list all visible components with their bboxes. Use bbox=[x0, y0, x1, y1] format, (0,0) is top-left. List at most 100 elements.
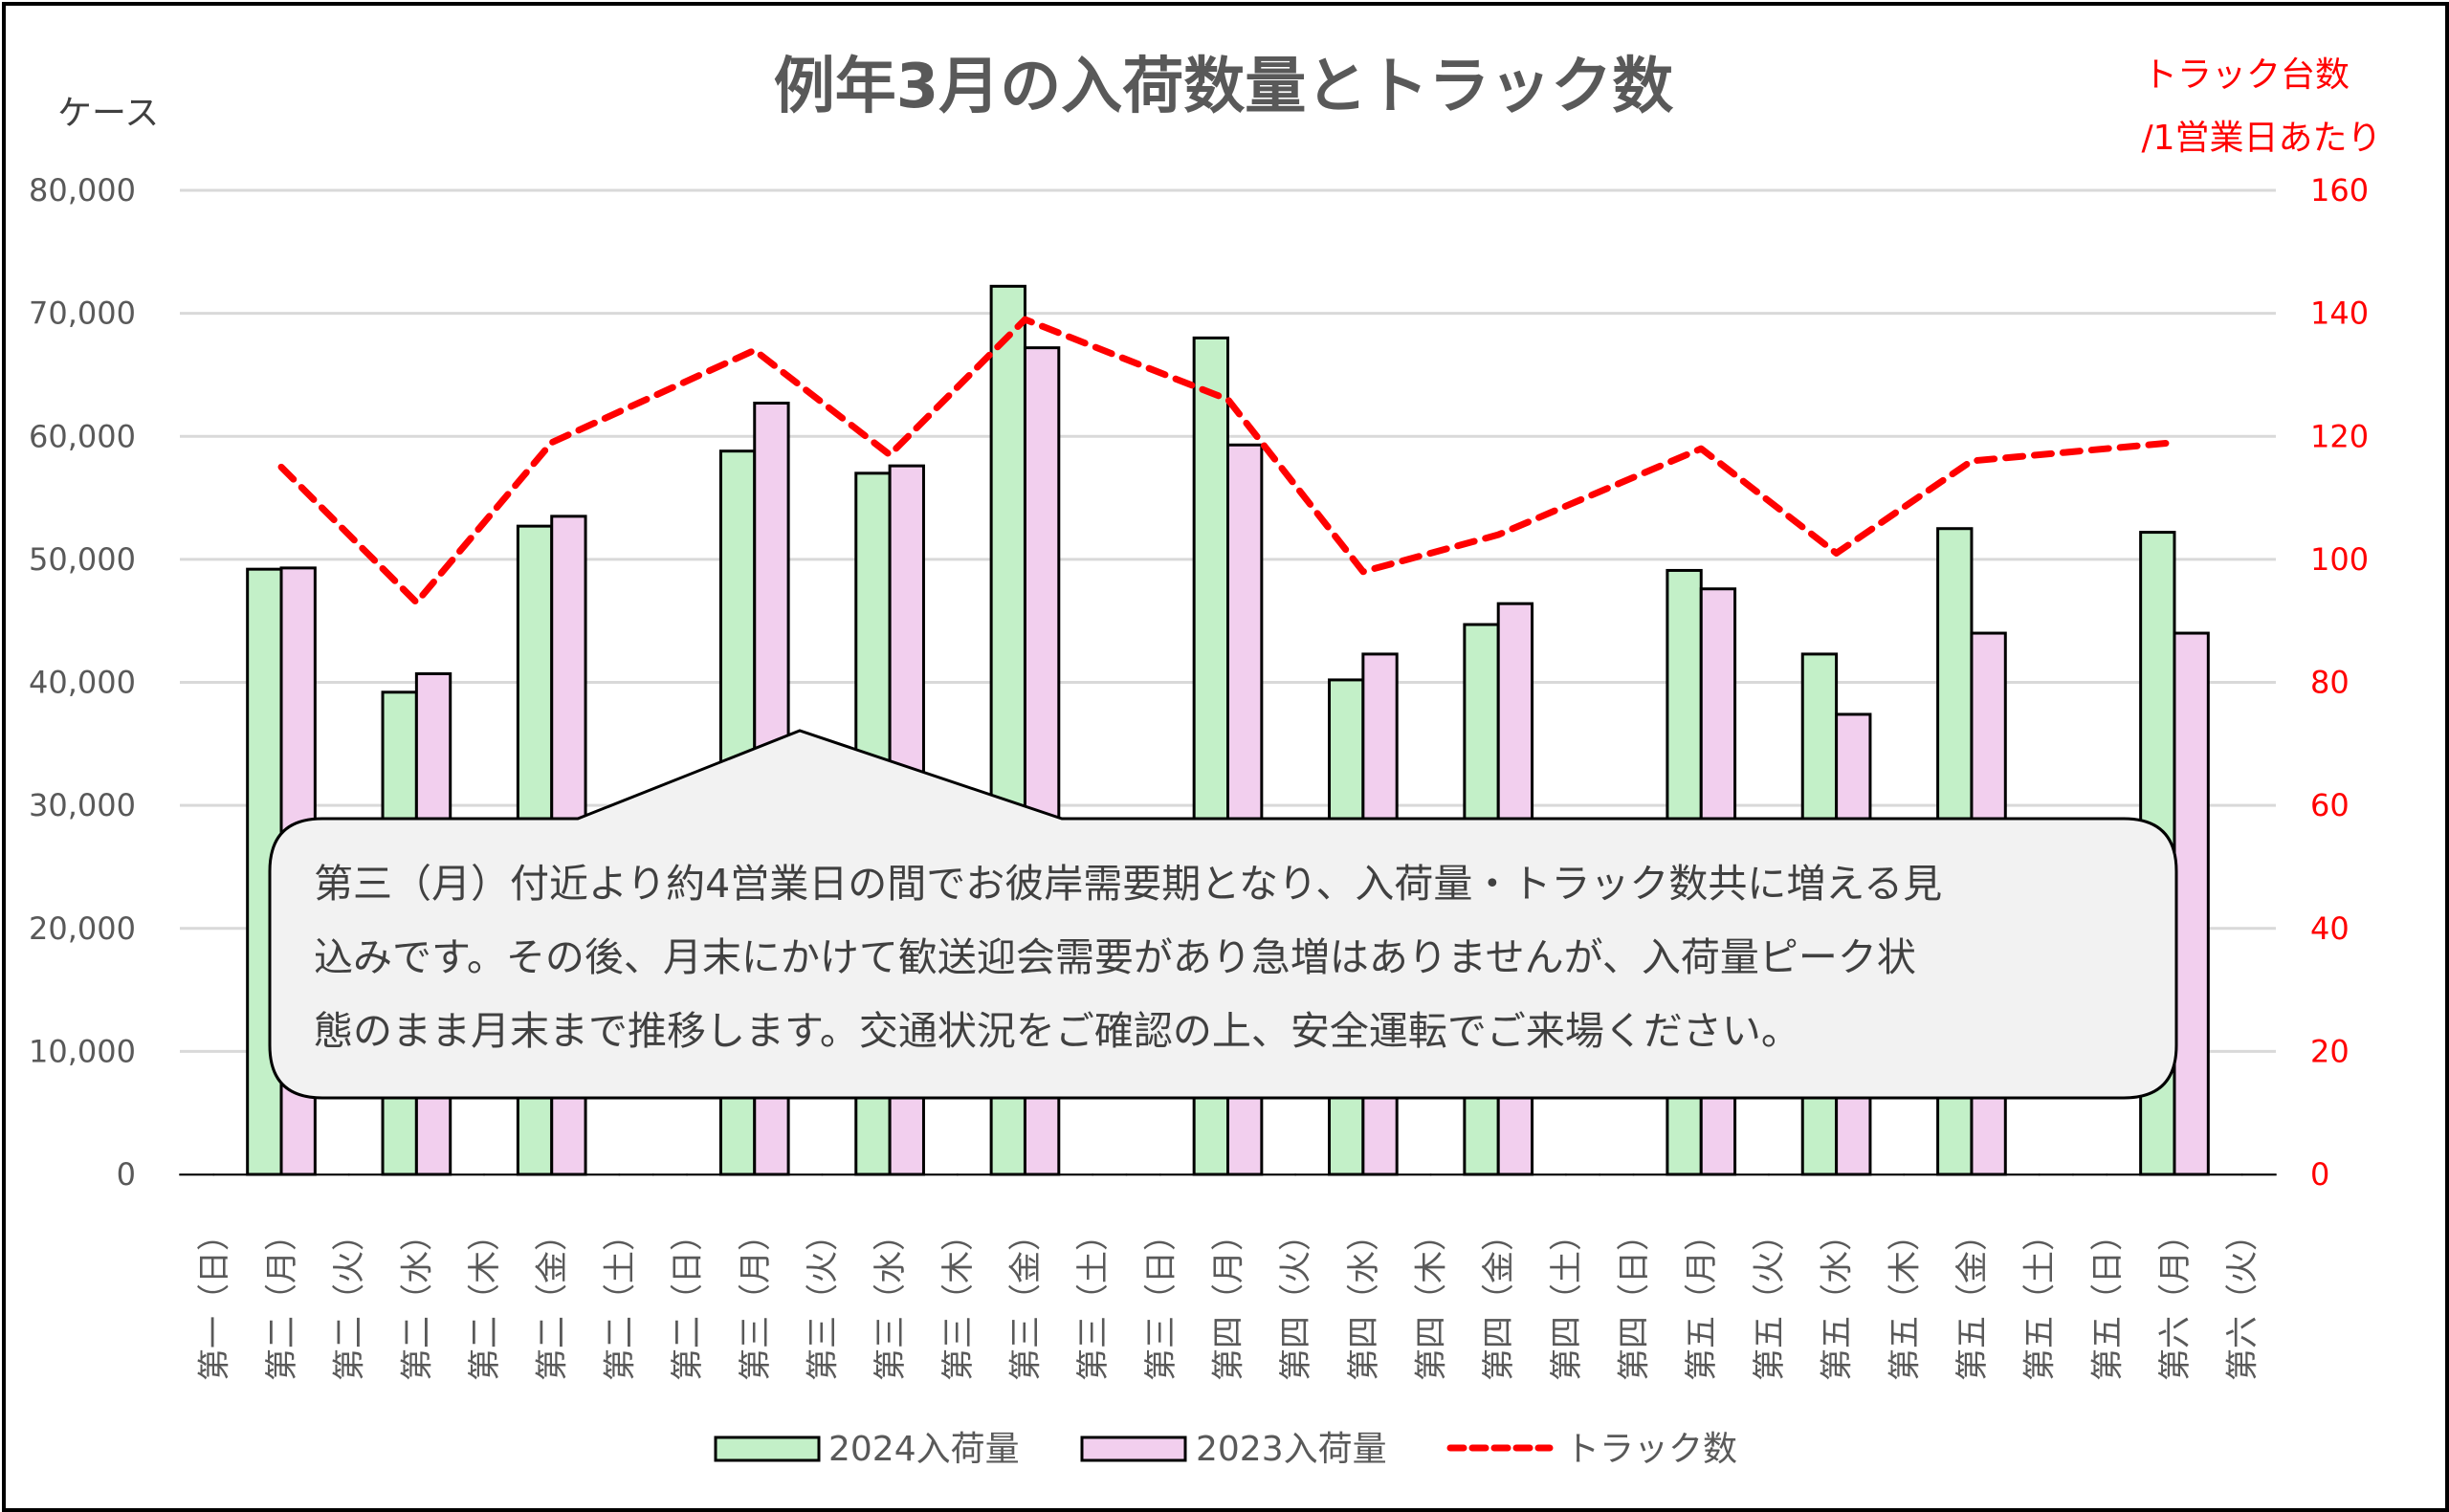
bar-2024 bbox=[2207, 1173, 2243, 1176]
bar-2023 bbox=[1294, 1173, 1331, 1176]
x-tick-label: 第三（日） bbox=[1142, 1218, 1180, 1381]
bar-2024 bbox=[1531, 1173, 1567, 1176]
x-tick-label: 第四（金） bbox=[1480, 1218, 1518, 1381]
bar-2023 bbox=[1159, 1173, 1195, 1176]
bar-2023 bbox=[686, 1173, 722, 1176]
bar-2023 bbox=[618, 1173, 654, 1176]
y2-tick-label: 60 bbox=[2310, 787, 2350, 823]
x-tick-label: 第五（木） bbox=[1886, 1218, 1924, 1381]
bar-2023 bbox=[1903, 1173, 1939, 1176]
bar-2024 bbox=[1869, 1173, 1906, 1176]
bar-2023 bbox=[1632, 1173, 1668, 1176]
legend-label-truck: トラック数 bbox=[1565, 1430, 1737, 1469]
x-tick-label: 第三（木） bbox=[939, 1218, 978, 1381]
y2-tick-label: 100 bbox=[2310, 541, 2369, 578]
annotation-text-line: 態のまま月末まで推移します。交通状況をご確認の上、安全運転でご来場ください。 bbox=[314, 1008, 1800, 1054]
bar-2024 bbox=[1733, 1173, 1770, 1176]
chart-title: 例年3月の入荷数量とトラック数 bbox=[774, 52, 1674, 122]
y-tick-label: 30,000 bbox=[29, 787, 136, 823]
x-tick-label: 第三（水） bbox=[871, 1218, 910, 1381]
y2-tick-label: 80 bbox=[2310, 665, 2350, 701]
x-tick-label: 第三（土） bbox=[1074, 1218, 1113, 1381]
bar-2024 bbox=[449, 1173, 485, 1176]
x-tick-label: 第五（土） bbox=[2021, 1218, 2060, 1381]
bar-2024 bbox=[651, 1173, 688, 1176]
x-tick-label: 第五（水） bbox=[1819, 1218, 1857, 1381]
x-tick-label: 第五（金） bbox=[1953, 1218, 1992, 1381]
x-tick-label: 第三（月） bbox=[737, 1218, 775, 1381]
annotation-callout bbox=[268, 729, 2178, 1100]
x-tick-label: 第二（月） bbox=[263, 1218, 301, 1381]
y2-tick-label: 40 bbox=[2310, 910, 2350, 947]
bar-2023 bbox=[1565, 1173, 1600, 1176]
y-tick-label: 20,000 bbox=[29, 910, 136, 947]
annotation-text-line: 第三（月）付近より約4営業日の間でお彼岸需要期となり、入荷量・トラック数共に増え… bbox=[314, 861, 1942, 907]
legend-label-2023: 2023入荷量 bbox=[1196, 1430, 1387, 1469]
legend-label-2024: 2024入荷量 bbox=[828, 1430, 1020, 1469]
y2-tick-label: 140 bbox=[2310, 296, 2369, 332]
x-tick-label: 第四（水） bbox=[1345, 1218, 1383, 1381]
y2-tick-label: 0 bbox=[2310, 1156, 2329, 1193]
bar-2024 bbox=[1599, 1173, 1635, 1176]
x-tick-label: 第三（火） bbox=[804, 1218, 842, 1381]
legend-swatch-2023 bbox=[1080, 1435, 1187, 1462]
x-tick-label: 第六（月） bbox=[2156, 1218, 2195, 1381]
x-tick-label: 第二（土） bbox=[601, 1218, 639, 1381]
x-tick-label: 第五（火） bbox=[1751, 1218, 1789, 1381]
bar-2023 bbox=[347, 1173, 384, 1176]
y2-axis-label-line2: /1営業日あたり bbox=[2141, 119, 2381, 158]
y2-tick-label: 160 bbox=[2310, 172, 2369, 208]
bar-2023 bbox=[212, 1173, 249, 1176]
bar-2024 bbox=[1058, 1173, 1093, 1176]
bar-2023 bbox=[821, 1173, 857, 1176]
x-tick-label: 第五（月） bbox=[1683, 1218, 1721, 1381]
bar-2023 bbox=[483, 1173, 519, 1176]
x-tick-label: 第五（日） bbox=[2088, 1218, 2127, 1381]
bar-2023 bbox=[2106, 1173, 2142, 1176]
x-tick-label: 第四（火） bbox=[1277, 1218, 1315, 1381]
x-tick-label: 第二（水） bbox=[398, 1218, 436, 1381]
bar-2024 bbox=[585, 1173, 621, 1176]
legend-swatch-2024 bbox=[714, 1435, 821, 1462]
bar-2024 bbox=[179, 1173, 215, 1176]
y-tick-label: 50,000 bbox=[29, 541, 136, 578]
y2-tick-label: 120 bbox=[2310, 418, 2369, 454]
y2-tick-label: 20 bbox=[2310, 1033, 2350, 1069]
bar-2023 bbox=[2038, 1173, 2074, 1176]
truck-count-line bbox=[277, 316, 2178, 606]
bar-2023 bbox=[2173, 631, 2210, 1176]
bar-2024 bbox=[1125, 1173, 1161, 1176]
y-tick-label: 0 bbox=[117, 1156, 136, 1193]
bar-2024 bbox=[787, 1173, 824, 1176]
bar-2024 bbox=[1396, 1173, 1432, 1176]
x-tick-label: 第四（木） bbox=[1413, 1218, 1451, 1381]
bar-2023 bbox=[1092, 1173, 1128, 1176]
x-tick-label: 第四（日） bbox=[1616, 1218, 1654, 1381]
y-tick-label: 10,000 bbox=[29, 1033, 136, 1069]
x-tick-label: 第三（金） bbox=[1006, 1218, 1045, 1381]
x-tick-label: 第四（土） bbox=[1548, 1218, 1586, 1381]
y-tick-label: 40,000 bbox=[29, 665, 136, 701]
bar-2024 bbox=[314, 1173, 350, 1176]
y-tick-label: 70,000 bbox=[29, 296, 136, 332]
bar-2024 bbox=[922, 1173, 959, 1176]
annotation-text-line: 込みです。その後、月末にかけて歓送迎会需要があり急増はありませんが、入荷量ピーク… bbox=[314, 934, 1916, 980]
y2-axis-label-line1: トラック台数 bbox=[2143, 55, 2350, 95]
x-tick-label: 第二（火） bbox=[331, 1218, 369, 1381]
bar-2024 bbox=[2004, 1173, 2041, 1176]
x-tick-label: 第四（月） bbox=[1210, 1218, 1248, 1381]
bar-2023 bbox=[957, 1173, 992, 1176]
y-tick-label: 60,000 bbox=[29, 418, 136, 454]
bar-2024 bbox=[1261, 1173, 1296, 1176]
bar-2023 bbox=[2240, 1173, 2277, 1176]
x-tick-label: 第一（日） bbox=[195, 1218, 233, 1381]
y-tick-label: 80,000 bbox=[29, 172, 136, 208]
x-tick-label: 第六（火） bbox=[2224, 1218, 2262, 1381]
bar-2023 bbox=[1768, 1173, 1804, 1176]
y-axis-label: ケース bbox=[57, 94, 159, 133]
bar-2024 bbox=[2072, 1173, 2108, 1176]
x-tick-label: 第二（金） bbox=[534, 1218, 572, 1381]
x-tick-label: 第二（木） bbox=[466, 1218, 504, 1381]
bar-2023 bbox=[1429, 1173, 1466, 1176]
